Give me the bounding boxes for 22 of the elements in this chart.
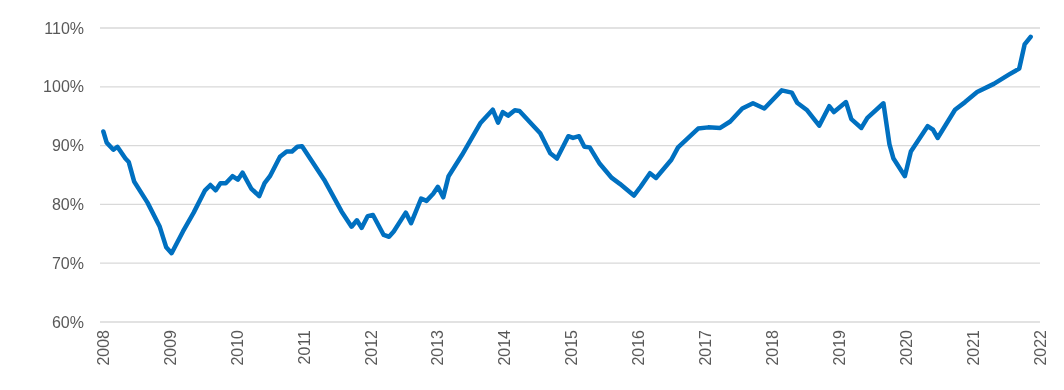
y-tick-label: 90% [51,137,84,155]
x-tick-label: 2011 [295,329,313,365]
x-tick-label: 2020 [897,329,915,366]
x-tick-label: 2018 [763,329,781,366]
x-tick-label: 2010 [228,329,246,366]
x-tick-label: 2013 [429,329,447,366]
x-tick-label: 2012 [362,329,380,366]
y-tick-label: 100% [43,78,84,96]
x-tick-label: 2017 [697,329,715,366]
x-tick-label: 2016 [630,329,648,366]
x-tick-label: 2019 [830,329,848,366]
x-tick-label: 2022 [1031,329,1049,366]
y-tick-label: 80% [51,196,84,213]
x-tick-label: 2021 [964,329,982,366]
x-tick-label: 2014 [496,329,514,366]
x-tick-label: 2015 [563,329,581,366]
x-tick-label: 2009 [161,329,179,366]
y-tick-label: 70% [51,254,84,272]
y-tick-label: 60% [51,313,84,331]
x-tick-label: 2008 [94,329,112,366]
y-tick-label: 110% [44,19,84,37]
line-series [101,34,1033,256]
